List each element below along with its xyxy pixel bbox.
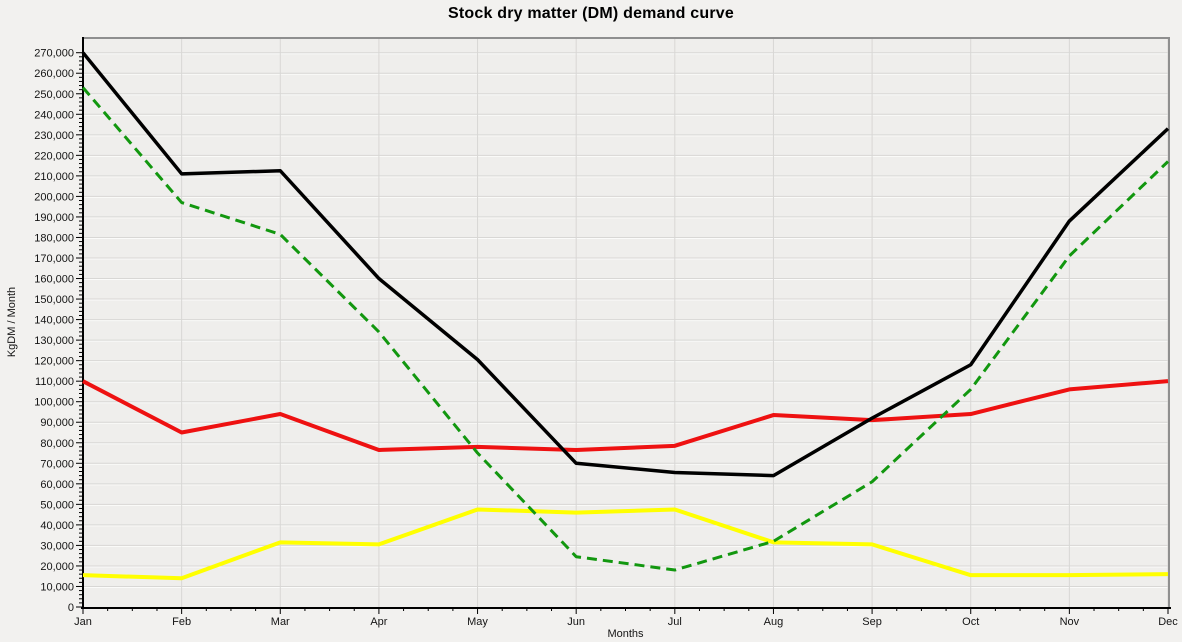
y-tick-label: 60,000 [40,479,74,491]
y-tick-label: 200,000 [34,191,74,203]
series-yellow-solid-line [82,507,1169,581]
y-tick-label: 90,000 [40,417,74,429]
series-black-solid-line [81,51,1170,478]
x-tick-label: Sep [862,616,882,628]
x-tick-label: Aug [764,616,784,628]
y-tick-label: 0 [68,602,74,614]
y-tick-label: 30,000 [40,540,74,552]
plot-area [82,37,1170,607]
y-tick-label: 20,000 [40,561,74,573]
x-tick-label: Nov [1060,616,1080,628]
y-tick-label: 80,000 [40,438,74,450]
x-tick-label: Dec [1158,616,1178,628]
x-tick-label: Apr [370,616,387,628]
x-tick-label: Jul [668,616,682,628]
y-tick-label: 260,000 [34,68,74,80]
y-axis-title: KgDM / Month [6,287,18,357]
y-tick-label: 230,000 [34,130,74,142]
y-tick-label: 210,000 [34,171,74,183]
y-tick-label: 160,000 [34,274,74,286]
x-tick-label: May [467,616,488,628]
x-tick-label: Mar [271,616,290,628]
y-tick-label: 190,000 [34,212,74,224]
y-tick-label: 150,000 [34,294,74,306]
x-tick-label: Oct [962,616,979,628]
x-axis-title: Months [607,628,644,640]
series-green-dashed-line [81,86,1170,572]
y-tick-label: 130,000 [34,335,74,347]
y-tick-label: 180,000 [34,232,74,244]
y-tick-label: 110,000 [35,376,74,388]
x-tick-label: Jan [74,616,92,628]
chart-title: Stock dry matter (DM) demand curve [448,5,734,22]
y-tick-label: 10,000 [40,581,74,593]
y-tick-label: 120,000 [34,356,74,368]
y-tick-label: 40,000 [40,520,74,532]
y-tick-label: 170,000 [34,253,74,265]
y-tick-label: 70,000 [40,458,74,470]
y-tick-label: 220,000 [34,150,74,162]
y-tick-label: 270,000 [34,48,74,60]
x-tick-label: Jun [567,616,585,628]
y-tick-label: 250,000 [34,89,74,101]
y-tick-label: 140,000 [34,315,74,327]
y-tick-label: 240,000 [34,109,74,121]
series-red-solid-line [82,379,1169,452]
y-tick-label: 50,000 [40,499,74,511]
y-tick-label: 100,000 [34,397,74,409]
x-tick-label: Feb [172,616,191,628]
